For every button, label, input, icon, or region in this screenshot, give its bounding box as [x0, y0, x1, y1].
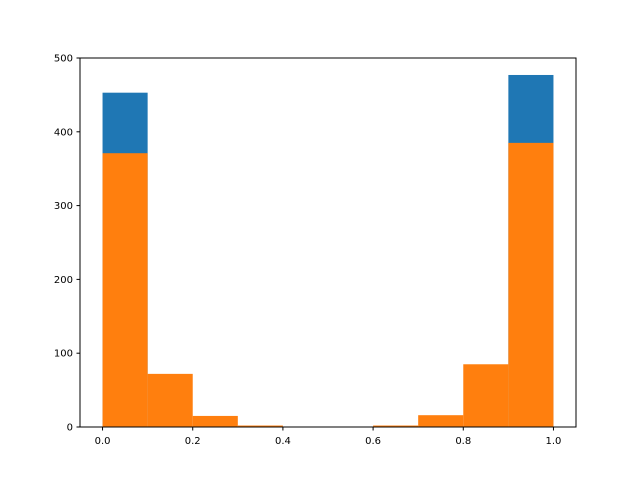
bar-series1-bin9 [508, 142, 554, 427]
x-axis: 0.0 0.2 0.4 0.6 0.8 1.0 [95, 427, 562, 447]
y-tick-label: 300 [54, 201, 73, 212]
axes-frame [79, 57, 577, 428]
bar-series1-bin0 [102, 153, 148, 427]
x-tick-label: 0.8 [455, 436, 471, 447]
y-tick-label: 100 [54, 349, 73, 360]
bars [102, 74, 554, 427]
x-tick-label: 0.2 [185, 436, 201, 447]
bar-series1-bin7 [418, 415, 464, 427]
y-tick-label: 200 [54, 275, 73, 286]
y-tick-label: 0 [67, 423, 73, 434]
bar-series1-bin2 [192, 415, 238, 427]
y-tick-label: 400 [54, 127, 73, 138]
x-tick-label: 0.6 [365, 436, 381, 447]
y-axis: 0 100 200 300 400 500 [54, 54, 80, 434]
bar-series1-bin8 [463, 364, 509, 427]
x-tick-label: 0.0 [95, 436, 111, 447]
bar-series1-bin6 [373, 425, 419, 427]
x-tick-label: 0.4 [275, 436, 291, 447]
x-tick-label: 1.0 [546, 436, 562, 447]
y-tick-label: 500 [54, 54, 73, 65]
bar-series1-bin1 [147, 373, 193, 427]
bar-series1-bin3 [237, 425, 283, 427]
